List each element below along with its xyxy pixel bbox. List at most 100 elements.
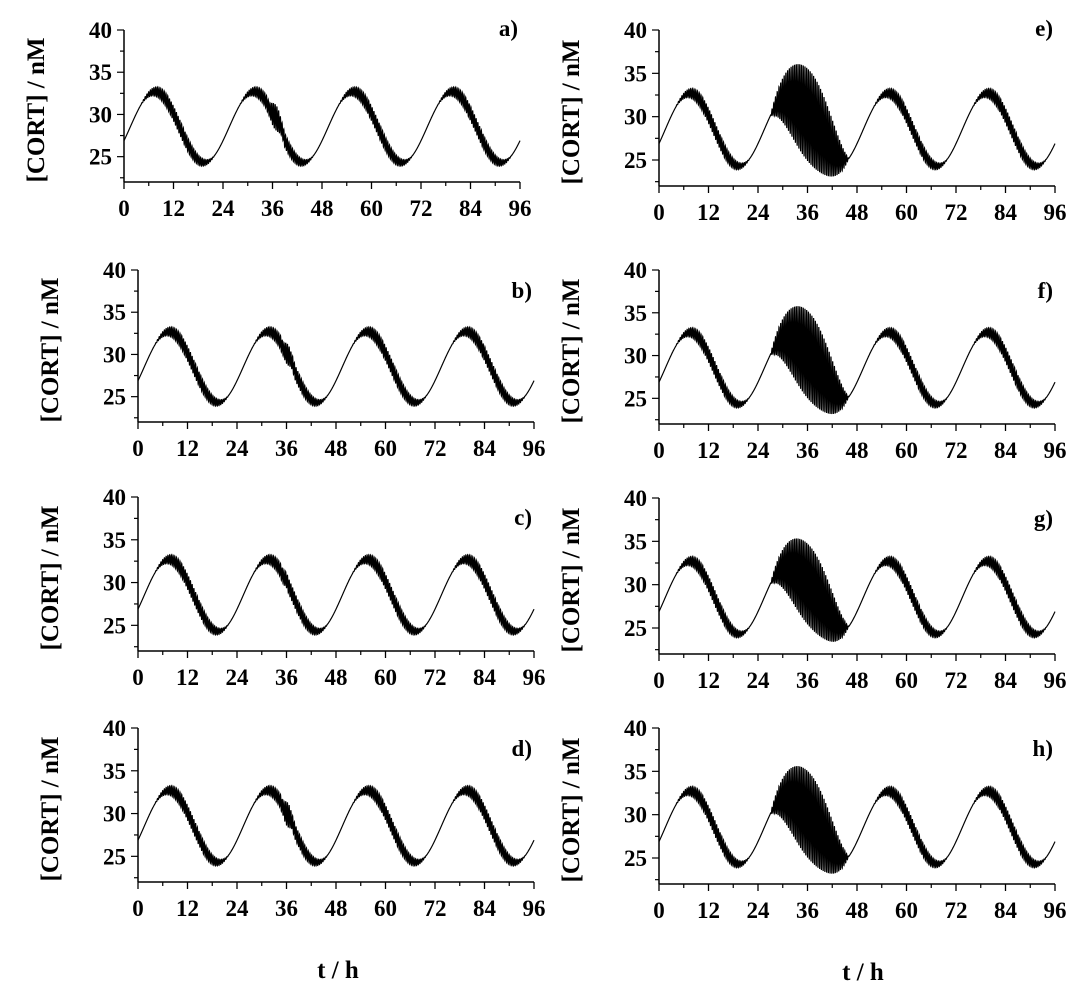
panel-label: d) [512, 736, 532, 761]
y-tick-label: 40 [103, 485, 126, 510]
x-tick-label: 48 [325, 896, 348, 921]
x-tick-label: 72 [424, 665, 447, 690]
x-axis-title-left: t / h [317, 957, 359, 984]
x-tick-label: 0 [132, 436, 144, 461]
y-tick-label: 30 [103, 342, 126, 367]
x-tick-label: 84 [473, 896, 497, 921]
x-tick-label: 24 [212, 196, 236, 221]
x-tick-label: 24 [747, 898, 771, 923]
x-tick-label: 24 [747, 438, 771, 463]
x-tick-label: 60 [374, 896, 397, 921]
x-tick-label: 84 [994, 668, 1018, 693]
x-tick-label: 96 [523, 896, 546, 921]
data-line [137, 784, 535, 868]
y-tick-label: 30 [624, 573, 647, 598]
y-tick-label: 35 [103, 300, 126, 325]
x-tick-label: 60 [895, 898, 918, 923]
data-line [658, 538, 1056, 642]
y-tick-label: 30 [103, 802, 126, 827]
x-tick-label: 24 [226, 665, 250, 690]
x-tick-label: 36 [261, 196, 284, 221]
x-tick-label: 12 [697, 200, 720, 225]
x-tick-label: 96 [509, 196, 532, 221]
x-tick-label: 72 [945, 438, 968, 463]
x-tick-label: 36 [796, 200, 819, 225]
panel-e: 0 12 24 36 48 60 72 84 96 25 30 35 40 [CORT] / nM e) [558, 16, 1067, 225]
y-tick-label: 30 [624, 803, 647, 828]
data-line [658, 64, 1056, 177]
y-tick-label: 25 [624, 616, 647, 641]
y-tick-label: 40 [624, 486, 647, 511]
y-tick-label: 25 [89, 145, 112, 170]
x-tick-label: 60 [360, 196, 383, 221]
panel-d: 0 12 24 36 48 60 72 84 96 25 30 35 40 [CORT] / nM d) [37, 716, 546, 921]
panel-h: 0 12 24 36 48 60 72 84 96 25 30 35 40 [CORT] / nM h) [558, 716, 1067, 923]
x-tick-label: 36 [275, 665, 298, 690]
panel-c: 0 12 24 36 48 60 72 84 96 25 30 35 40 [CORT] / nM c) [37, 485, 546, 690]
x-tick-label: 72 [945, 898, 968, 923]
x-tick-label: 72 [945, 200, 968, 225]
x-tick-label: 0 [132, 896, 144, 921]
x-tick-label: 24 [226, 436, 250, 461]
y-tick-label: 35 [103, 759, 126, 784]
x-tick-label: 24 [226, 896, 250, 921]
x-tick-label: 48 [325, 436, 348, 461]
x-tick-label: 0 [118, 196, 130, 221]
x-tick-label: 48 [846, 438, 869, 463]
x-tick-label: 12 [176, 436, 199, 461]
y-tick-label: 30 [624, 344, 647, 369]
x-tick-label: 48 [846, 668, 869, 693]
data-line [137, 553, 535, 637]
x-tick-label: 84 [994, 200, 1018, 225]
y-axis-title: [CORT] / nM [37, 278, 64, 423]
y-tick-label: 25 [103, 613, 126, 638]
y-tick-label: 35 [103, 528, 126, 553]
panel-label: a) [499, 16, 518, 41]
x-tick-label: 96 [1044, 200, 1067, 225]
panel-label: e) [1035, 16, 1053, 41]
y-tick-label: 35 [624, 529, 647, 554]
y-tick-label: 40 [624, 258, 647, 283]
x-tick-label: 36 [796, 898, 819, 923]
x-axis-title-right: t / h [842, 959, 884, 984]
x-tick-label: 60 [374, 665, 397, 690]
x-tick-label: 60 [895, 668, 918, 693]
y-tick-label: 35 [624, 759, 647, 784]
x-tick-label: 96 [1044, 668, 1067, 693]
y-axis-title: [CORT] / nM [558, 508, 585, 653]
x-tick-label: 0 [653, 668, 665, 693]
panel-b: 0 12 24 36 48 60 72 84 96 25 30 35 40 [CORT] / nM b) [37, 258, 546, 461]
panel-g: 0 12 24 36 48 60 72 84 96 25 30 35 40 [CORT] / nM g) [558, 486, 1067, 693]
x-tick-label: 84 [994, 438, 1018, 463]
panel-label: g) [1034, 506, 1053, 531]
data-line [137, 325, 535, 408]
x-tick-label: 48 [846, 898, 869, 923]
x-tick-label: 12 [697, 668, 720, 693]
x-tick-label: 96 [1044, 438, 1067, 463]
y-tick-label: 40 [103, 258, 126, 283]
x-tick-label: 72 [410, 196, 433, 221]
x-tick-label: 72 [945, 668, 968, 693]
panel-a: 0 12 24 36 48 60 72 84 96 25 30 35 40 [CORT] / nM a) [23, 16, 532, 221]
x-tick-label: 84 [473, 665, 497, 690]
y-axis-title: [CORT] / nM [37, 737, 64, 882]
data-line [658, 306, 1056, 415]
x-tick-label: 96 [523, 436, 546, 461]
x-tick-label: 0 [653, 898, 665, 923]
y-axis-title: [CORT] / nM [558, 738, 585, 883]
x-tick-label: 12 [162, 196, 185, 221]
y-axis-title: [CORT] / nM [37, 506, 64, 651]
y-tick-label: 40 [103, 716, 126, 741]
panel-label: f) [1038, 278, 1053, 303]
x-tick-label: 0 [653, 200, 665, 225]
x-tick-label: 96 [1044, 898, 1067, 923]
y-tick-label: 40 [624, 716, 647, 741]
panel-label: h) [1033, 736, 1053, 761]
y-tick-label: 30 [103, 571, 126, 596]
x-tick-label: 12 [176, 896, 199, 921]
x-tick-label: 60 [895, 438, 918, 463]
y-tick-label: 35 [624, 301, 647, 326]
x-tick-label: 72 [424, 896, 447, 921]
panel-label: b) [512, 278, 532, 303]
